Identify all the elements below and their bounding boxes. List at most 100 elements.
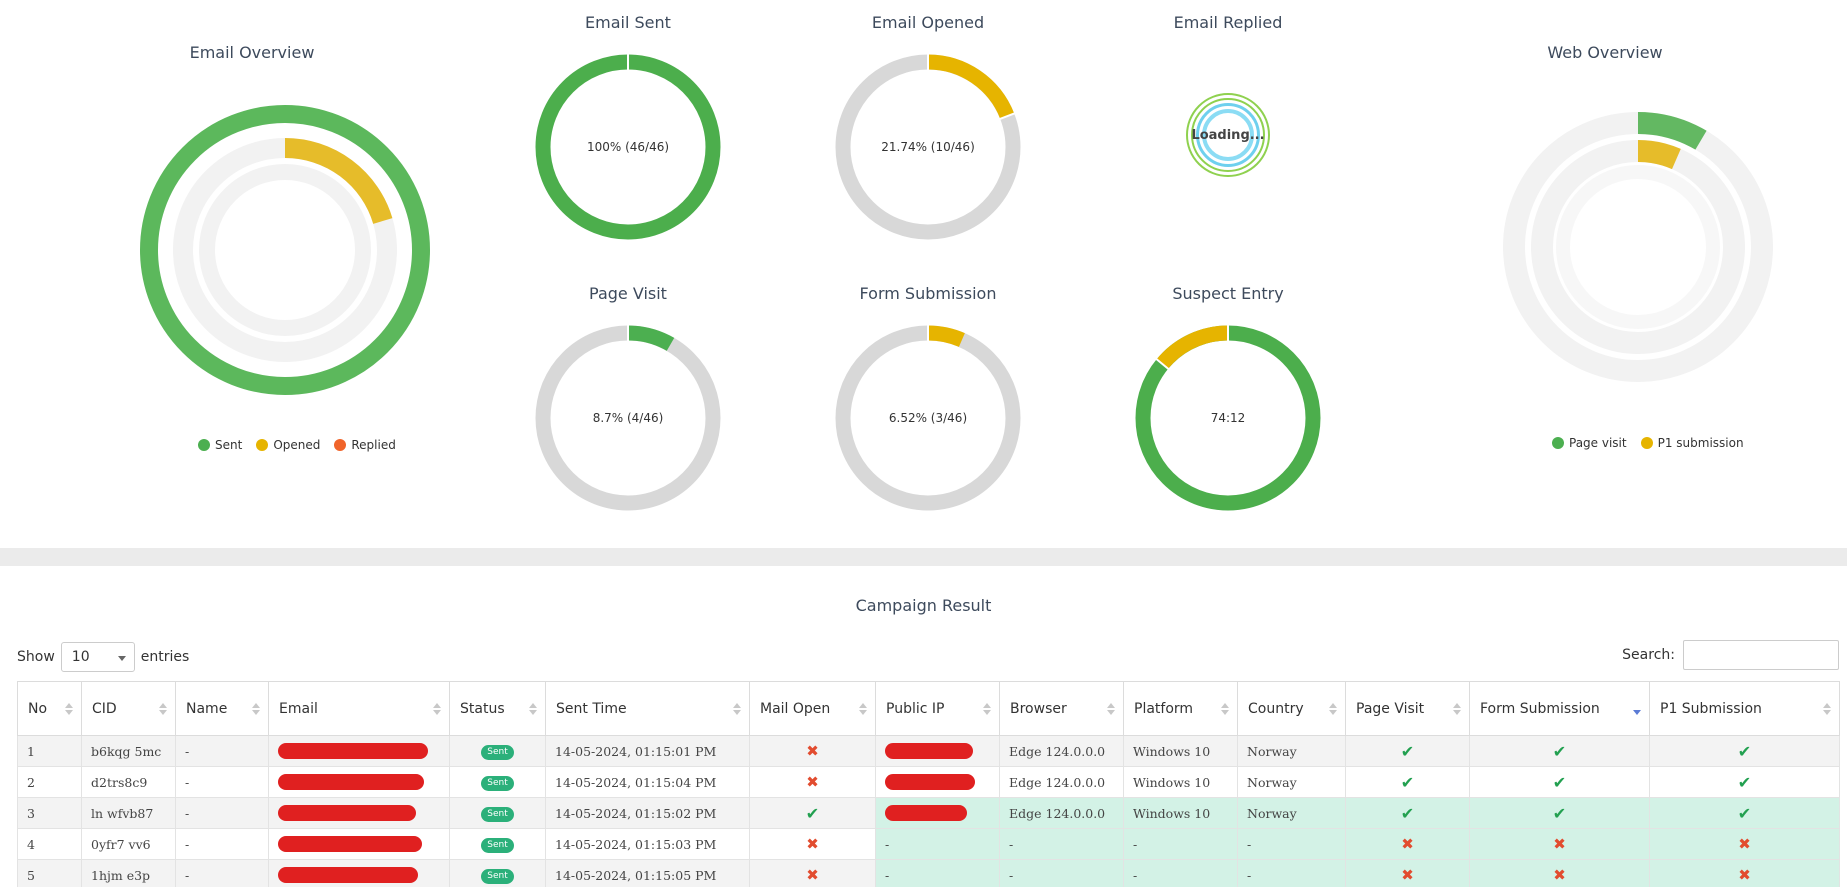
check-icon: ✔ xyxy=(1552,741,1567,761)
legend-sent[interactable]: Sent xyxy=(198,438,242,452)
legend-dot-icon xyxy=(256,439,269,451)
check-icon: ✔ xyxy=(1400,803,1415,823)
check-icon: ✔ xyxy=(1737,741,1752,761)
cell-page-visit: ✔ xyxy=(1345,766,1470,798)
suspect-entry-chart[interactable]: 74:12 xyxy=(1133,323,1323,513)
legend-replied[interactable]: Replied xyxy=(334,438,396,452)
sort-icon xyxy=(252,702,260,715)
table-row[interactable]: 4 0yfr7 vv6 - Sent 14-05-2024, 01:15:03 … xyxy=(17,828,1840,860)
suspect-entry-title: Suspect Entry xyxy=(1172,284,1284,303)
show-label: Show xyxy=(17,649,55,665)
sort-icon xyxy=(733,702,741,715)
col-header-sent-time[interactable]: Sent Time xyxy=(545,681,750,736)
search-control: Search: xyxy=(1622,640,1839,670)
cell-status: Sent xyxy=(449,828,546,860)
status-badge: Sent xyxy=(481,776,514,791)
page-visit-chart[interactable]: 8.7% (4/46) xyxy=(533,323,723,513)
email-opened-title: Email Opened xyxy=(871,13,985,32)
dashboard-panel: Email Overview Sent Opened Replied Email… xyxy=(140,13,1773,513)
campaign-result-title: Campaign Result xyxy=(855,596,992,615)
legend-label: P1 submission xyxy=(1657,436,1744,450)
cross-icon: ✖ xyxy=(1401,835,1414,853)
cell-sent-time: 14-05-2024, 01:15:02 PM xyxy=(545,797,750,829)
cell-email xyxy=(268,735,450,767)
email-sent-chart[interactable]: 100% (46/46) xyxy=(533,52,723,242)
col-header-cid[interactable]: CID xyxy=(81,681,176,736)
table-row[interactable]: 3 ln wfvb87 - Sent 14-05-2024, 01:15:02 … xyxy=(17,797,1840,829)
col-header-no[interactable]: No xyxy=(17,681,82,736)
cell-sent-time: 14-05-2024, 01:15:05 PM xyxy=(545,859,750,887)
sort-icon xyxy=(65,702,73,715)
col-header-email[interactable]: Email xyxy=(268,681,450,736)
col-header-status[interactable]: Status xyxy=(449,681,546,736)
cross-icon: ✖ xyxy=(806,835,819,853)
email-sent-label: 100% (46/46) xyxy=(586,140,670,154)
web-overview-chart[interactable] xyxy=(1503,112,1773,382)
check-icon: ✔ xyxy=(1552,803,1567,823)
cell-form-submission: ✖ xyxy=(1469,859,1650,887)
col-header-label: Browser xyxy=(1010,700,1067,717)
legend-page-visit[interactable]: Page visit xyxy=(1552,436,1627,450)
cell-page-visit: ✔ xyxy=(1345,797,1470,829)
campaign-results-table: No CID Name Email Status Sent Time Mail … xyxy=(17,681,1840,887)
loading-text: Loading... xyxy=(1191,127,1265,143)
col-header-mail-open[interactable]: Mail Open xyxy=(749,681,876,736)
entries-select[interactable]: 10 xyxy=(60,642,135,672)
web-overview-title: Web Overview xyxy=(1547,43,1663,62)
col-header-label: Platform xyxy=(1134,700,1194,717)
form-submission-chart[interactable]: 6.52% (3/46) xyxy=(833,323,1023,513)
page-visit-label: 8.7% (4/46) xyxy=(592,411,664,425)
legend-opened[interactable]: Opened xyxy=(256,438,320,452)
sort-desc-icon xyxy=(1633,703,1641,715)
cell-public-ip xyxy=(875,766,1000,798)
col-header-label: Page Visit xyxy=(1356,700,1425,717)
legend-dot-icon xyxy=(1640,437,1653,449)
col-header-label: Status xyxy=(460,700,505,717)
col-header-platform[interactable]: Platform xyxy=(1123,681,1238,736)
cell-name: - xyxy=(175,735,269,767)
redaction-mark xyxy=(278,805,416,822)
cell-page-visit: ✔ xyxy=(1345,735,1470,767)
search-input[interactable] xyxy=(1683,640,1839,670)
cell-sent-time: 14-05-2024, 01:15:03 PM xyxy=(545,828,750,860)
search-label: Search: xyxy=(1622,647,1675,663)
cell-p1-submission: ✔ xyxy=(1649,766,1840,798)
opened-arc xyxy=(284,138,393,225)
col-header-name[interactable]: Name xyxy=(175,681,269,736)
col-header-label: Name xyxy=(186,700,228,717)
page-visit-title: Page Visit xyxy=(589,284,667,303)
table-header-row: No CID Name Email Status Sent Time Mail … xyxy=(17,681,1840,736)
legend-p1-submission[interactable]: P1 submission xyxy=(1640,436,1744,450)
cell-sent-time: 14-05-2024, 01:15:04 PM xyxy=(545,766,750,798)
cell-cid: 0yfr7 vv6 xyxy=(81,828,176,860)
table-row[interactable]: 5 1hjm e3p - Sent 14-05-2024, 01:15:05 P… xyxy=(17,859,1840,887)
col-header-browser[interactable]: Browser xyxy=(999,681,1124,736)
col-header-label: P1 Submission xyxy=(1660,700,1762,717)
cell-email xyxy=(268,766,450,798)
cell-browser: Edge 124.0.0.0 xyxy=(999,735,1124,767)
email-sent-title: Email Sent xyxy=(585,13,671,32)
col-header-label: Country xyxy=(1248,700,1304,717)
status-badge: Sent xyxy=(481,869,514,884)
chevron-down-icon xyxy=(117,656,126,661)
check-icon: ✔ xyxy=(1552,772,1567,792)
table-row[interactable]: 2 d2trs8c9 - Sent 14-05-2024, 01:15:04 P… xyxy=(17,766,1840,798)
table-row[interactable]: 1 b6kqg 5mc - Sent 14-05-2024, 01:15:01 … xyxy=(17,735,1840,767)
email-opened-chart[interactable]: 21.74% (10/46) xyxy=(833,52,1023,242)
cross-icon: ✖ xyxy=(806,773,819,791)
col-header-country[interactable]: Country xyxy=(1237,681,1346,736)
email-overview-legend: Sent Opened Replied xyxy=(198,438,396,452)
col-header-page-visit[interactable]: Page Visit xyxy=(1345,681,1470,736)
col-header-public-ip[interactable]: Public IP xyxy=(875,681,1000,736)
col-header-form-submission[interactable]: Form Submission xyxy=(1469,681,1650,736)
cell-public-ip xyxy=(875,735,1000,767)
suspect-entry-label: 74:12 xyxy=(1210,411,1246,425)
cell-country: - xyxy=(1237,859,1346,887)
email-overview-chart[interactable] xyxy=(140,105,430,395)
cell-no: 2 xyxy=(17,766,82,798)
cell-p1-submission: ✔ xyxy=(1649,797,1840,829)
legend-label: Page visit xyxy=(1569,436,1627,450)
cross-icon: ✖ xyxy=(1401,866,1414,884)
cross-icon: ✖ xyxy=(1738,835,1751,853)
col-header-p1-submission[interactable]: P1 Submission xyxy=(1649,681,1840,736)
